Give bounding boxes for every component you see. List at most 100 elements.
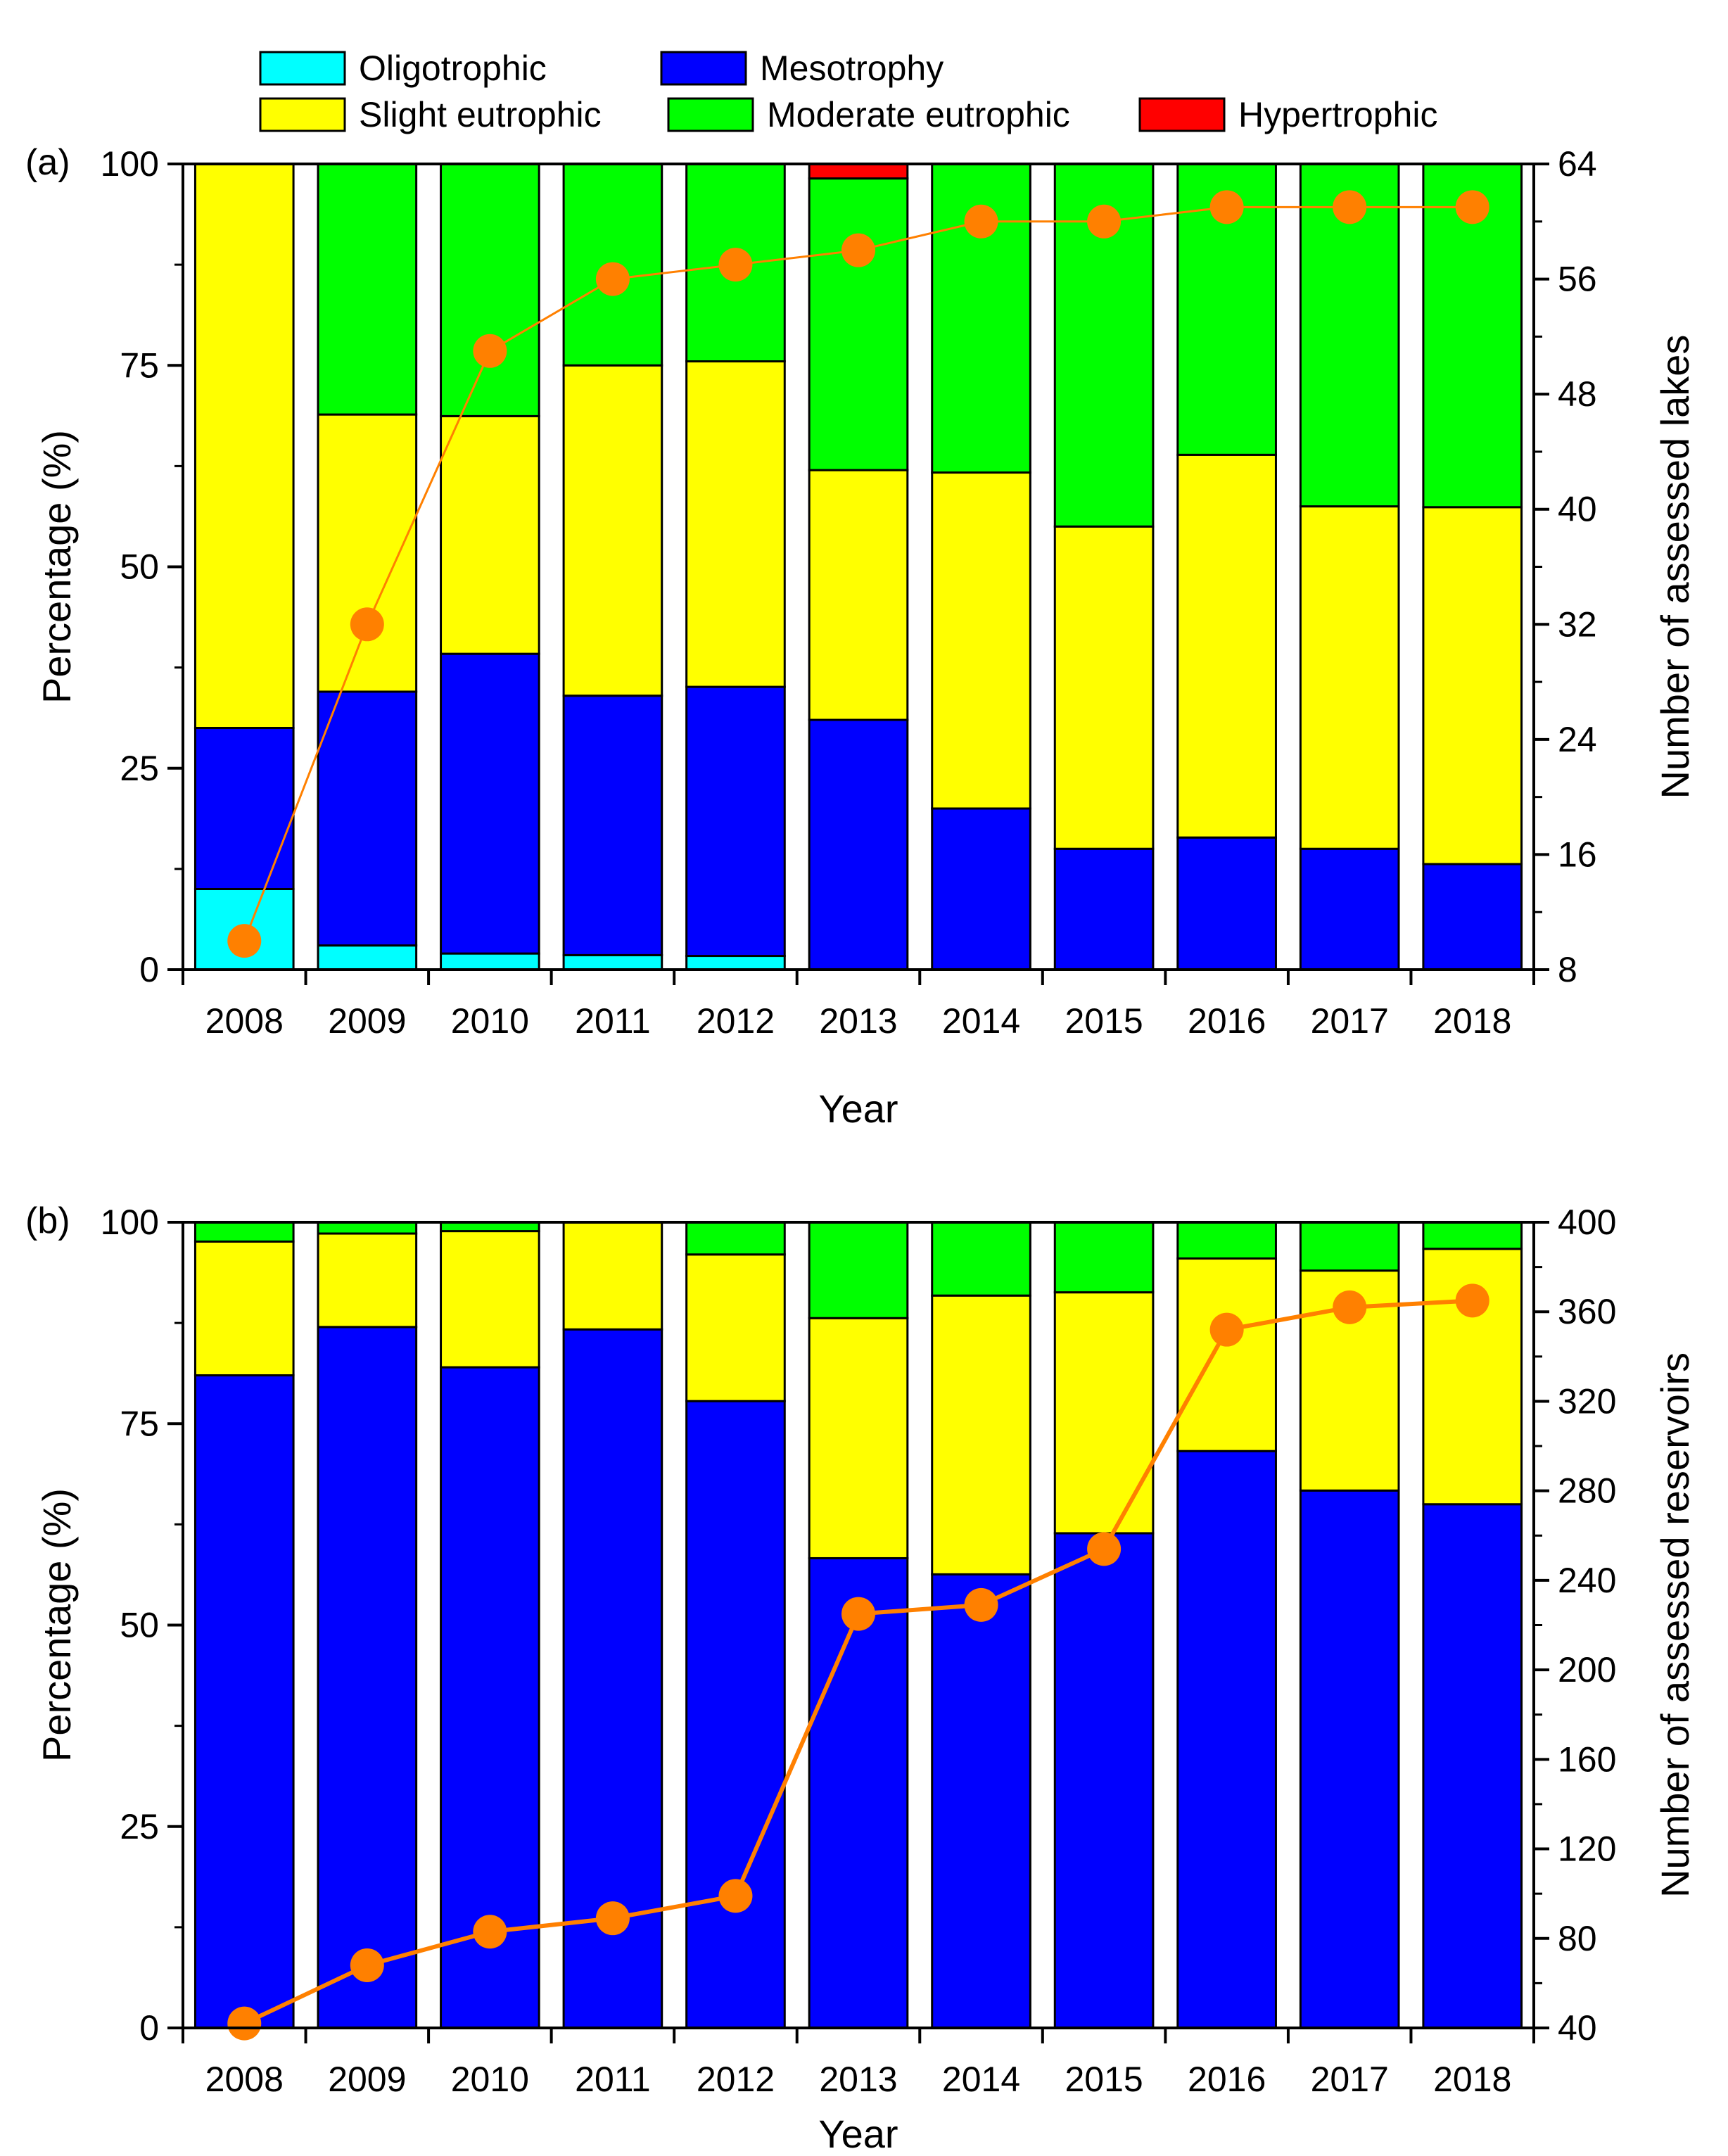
x-axis-title-b: Year	[818, 2112, 898, 2156]
bar-slight-eutrophic-2011	[562, 364, 663, 697]
legend-label-moderate-eutrophic: Moderate eutrophic	[767, 95, 1070, 134]
legend-label-oligotrophic: Oligotrophic	[359, 49, 547, 88]
bar-mesotrophy-2018	[1422, 863, 1523, 971]
y2-tick-label-40: 40	[1558, 490, 1597, 529]
x-tick-label-2014: 2014	[942, 1001, 1020, 1041]
x-tick-label-2017: 2017	[1311, 2060, 1389, 2099]
y-tick-label-50: 50	[120, 1606, 159, 1645]
legend-label-mesotrophy: Mesotrophy	[760, 49, 944, 88]
bar-mesotrophy-2012	[685, 1400, 786, 2029]
y2-tick-label-48: 48	[1558, 374, 1597, 414]
y2-tick-label-280: 280	[1558, 1471, 1616, 1511]
y-tick-label-25: 25	[120, 749, 159, 788]
bar-slight-eutrophic-2016	[1176, 453, 1277, 839]
x-tick-label-2018: 2018	[1433, 1001, 1511, 1041]
x-tick-label-2013: 2013	[819, 2060, 897, 2099]
y2-tick-label-400: 400	[1558, 1203, 1616, 1242]
bar-slight-eutrophic-2018	[1422, 506, 1523, 865]
chart-panel-b: 0 25 50 75 100 40 80 120 160 200 240 280 320 360 400 20…	[25, 1200, 1697, 2156]
bar-mesotrophy-2008	[193, 727, 295, 890]
y-tick-label-100: 100	[101, 1203, 159, 1242]
line-point-2009	[350, 607, 384, 642]
y-tick-label-0: 0	[139, 2008, 159, 2048]
line-point-2011	[595, 262, 630, 296]
y2-axis-title-a: Number of assessed lakes	[1653, 335, 1697, 799]
x-tick-label-2009: 2009	[328, 2060, 406, 2099]
x-tick-label-2012: 2012	[697, 2060, 775, 2099]
x-tick-label-2016: 2016	[1188, 2060, 1266, 2099]
bar-slight-eutrophic-2014	[931, 471, 1031, 810]
bar-mesotrophy-2017	[1299, 847, 1400, 971]
line-point-2015	[1087, 1532, 1122, 1566]
y2-tick-label-24: 24	[1558, 720, 1597, 759]
x-axis-title-a: Year	[818, 1086, 898, 1131]
bar-moderate-eutrophic-2017	[1299, 1221, 1400, 1272]
bar-slight-eutrophic-2015	[1053, 1291, 1155, 1535]
bar-mesotrophy-2014	[931, 807, 1031, 971]
y2-axis-title-b: Number of assessed reservoirs	[1653, 1352, 1697, 1898]
y-tick-label-25: 25	[120, 1807, 159, 1846]
bar-mesotrophy-2014	[931, 1573, 1031, 2029]
y2-tick-label-240: 240	[1558, 1561, 1616, 1600]
line-point-2014	[964, 204, 998, 239]
bar-slight-eutrophic-2009	[317, 413, 418, 693]
legend-label-slight-eutrophic: Slight eutrophic	[359, 95, 602, 134]
x-tick-label-2011: 2011	[575, 2060, 651, 2099]
bar-slight-eutrophic-2010	[440, 1230, 540, 1369]
y-axis-title-a: Percentage (%)	[34, 430, 79, 704]
line-point-2018	[1455, 1283, 1489, 1318]
bar-moderate-eutrophic-2018	[1422, 1221, 1523, 1250]
line-point-2008	[227, 924, 262, 958]
line-b	[227, 1283, 1489, 2041]
y2-tick-label-360: 360	[1558, 1292, 1616, 1331]
legend-swatch-oligotrophic	[259, 51, 346, 86]
bar-moderate-eutrophic-2013	[808, 1221, 909, 1319]
x-tick-label-2015: 2015	[1065, 1001, 1143, 1041]
y-axis-title-b: Percentage (%)	[34, 1488, 79, 1762]
line-point-2017	[1333, 1290, 1367, 1324]
x-tick-label-2009: 2009	[328, 1001, 406, 1041]
bar-moderate-eutrophic-2016	[1176, 1221, 1277, 1260]
bar-slight-eutrophic-2008	[193, 163, 295, 729]
bar-slight-eutrophic-2014	[931, 1294, 1031, 1575]
bar-hypertrophic-2013	[808, 163, 909, 180]
bar-slight-eutrophic-2008	[193, 1240, 295, 1377]
legend-swatch-hypertrophic	[1138, 97, 1226, 132]
legend-swatch-mesotrophy	[660, 51, 747, 86]
y2-tick-label-56: 56	[1558, 260, 1597, 299]
bar-moderate-eutrophic-2008	[193, 1221, 295, 1243]
bar-oligotrophic-2009	[317, 944, 418, 971]
x-tick-label-2013: 2013	[819, 1001, 897, 1041]
x-tick-label-2012: 2012	[697, 1001, 775, 1041]
y2-tick-label-120: 120	[1558, 1830, 1616, 1869]
y2-tick-label-64: 64	[1558, 144, 1597, 184]
bar-slight-eutrophic-2010	[440, 414, 540, 655]
bar-mesotrophy-2016	[1176, 836, 1277, 971]
y2-tick-label-40: 40	[1558, 2008, 1597, 2048]
y2-tick-label-16: 16	[1558, 835, 1597, 874]
x-tick-label-2016: 2016	[1188, 1001, 1266, 1041]
bars-b	[193, 1221, 1523, 2029]
bar-mesotrophy-2016	[1176, 1450, 1277, 2029]
bar-mesotrophy-2011	[562, 695, 663, 956]
bar-moderate-eutrophic-2014	[931, 1221, 1031, 1297]
line-point-2008	[227, 2006, 262, 2041]
bar-slight-eutrophic-2015	[1053, 525, 1155, 850]
line-point-2010	[473, 1915, 507, 1949]
line-point-2010	[473, 334, 507, 368]
bar-moderate-eutrophic-2015	[1053, 1221, 1155, 1294]
y2-tick-label-320: 320	[1558, 1381, 1616, 1421]
line-point-2016	[1209, 190, 1244, 224]
y-tick-label-75: 75	[120, 345, 159, 385]
y-tick-label-0: 0	[139, 950, 159, 989]
legend-item-mesotrophy: Mesotrophy	[660, 49, 944, 88]
line-point-2017	[1333, 190, 1367, 224]
bar-moderate-eutrophic-2013	[808, 177, 909, 471]
y2-tick-label-160: 160	[1558, 1739, 1616, 1779]
line-point-2015	[1087, 204, 1122, 239]
bar-moderate-eutrophic-2012	[685, 1221, 786, 1256]
x-tick-label-2010: 2010	[451, 1001, 529, 1041]
y2-tick-label-32: 32	[1558, 604, 1597, 644]
x-tick-label-2015: 2015	[1065, 2060, 1143, 2099]
bar-mesotrophy-2017	[1299, 1489, 1400, 2029]
